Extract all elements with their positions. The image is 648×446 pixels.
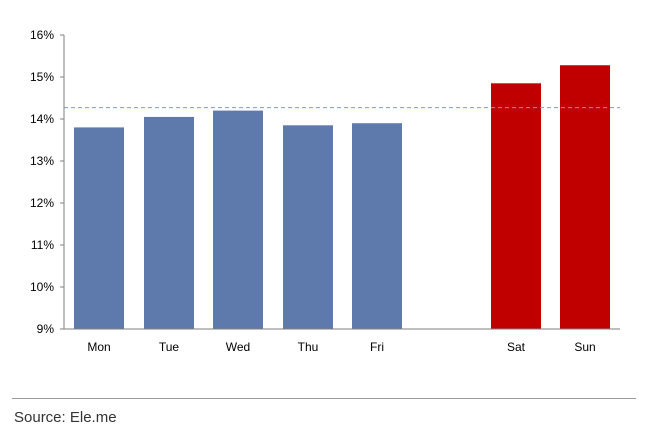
y-tick-label: 13% [30,154,54,168]
bar-sat [491,83,541,329]
y-tick-label: 16% [30,28,54,42]
y-tick-label: 9% [37,322,55,336]
x-tick-label-sun: Sun [574,340,595,354]
y-tick-label: 14% [30,112,54,126]
source-divider [12,398,636,399]
bar-chart: 9% 10% 11% 12% 13% 14% 15% 16% Mon Tue Wed Thu Fri Sa… [30,28,620,354]
bar-mon [74,127,124,330]
bar-thu [283,125,333,329]
x-tick-label-fri: Fri [370,340,384,354]
bar-tue [144,116,194,330]
y-tick-label: 15% [30,70,54,84]
source-note: Source: Ele.me [14,409,117,426]
y-tick-label: 10% [30,280,54,294]
y-tick-label: 12% [30,196,54,210]
bar-wed [213,110,263,329]
x-tick-label-sat: Sat [507,340,526,354]
x-tick-label-wed: Wed [226,340,250,354]
y-tick-label: 11% [31,238,54,252]
bar-sun [560,65,610,330]
x-tick-label-mon: Mon [87,340,110,354]
x-tick-label-tue: Tue [159,340,180,354]
x-tick-label-thu: Thu [298,340,319,354]
bar-fri [352,123,402,329]
